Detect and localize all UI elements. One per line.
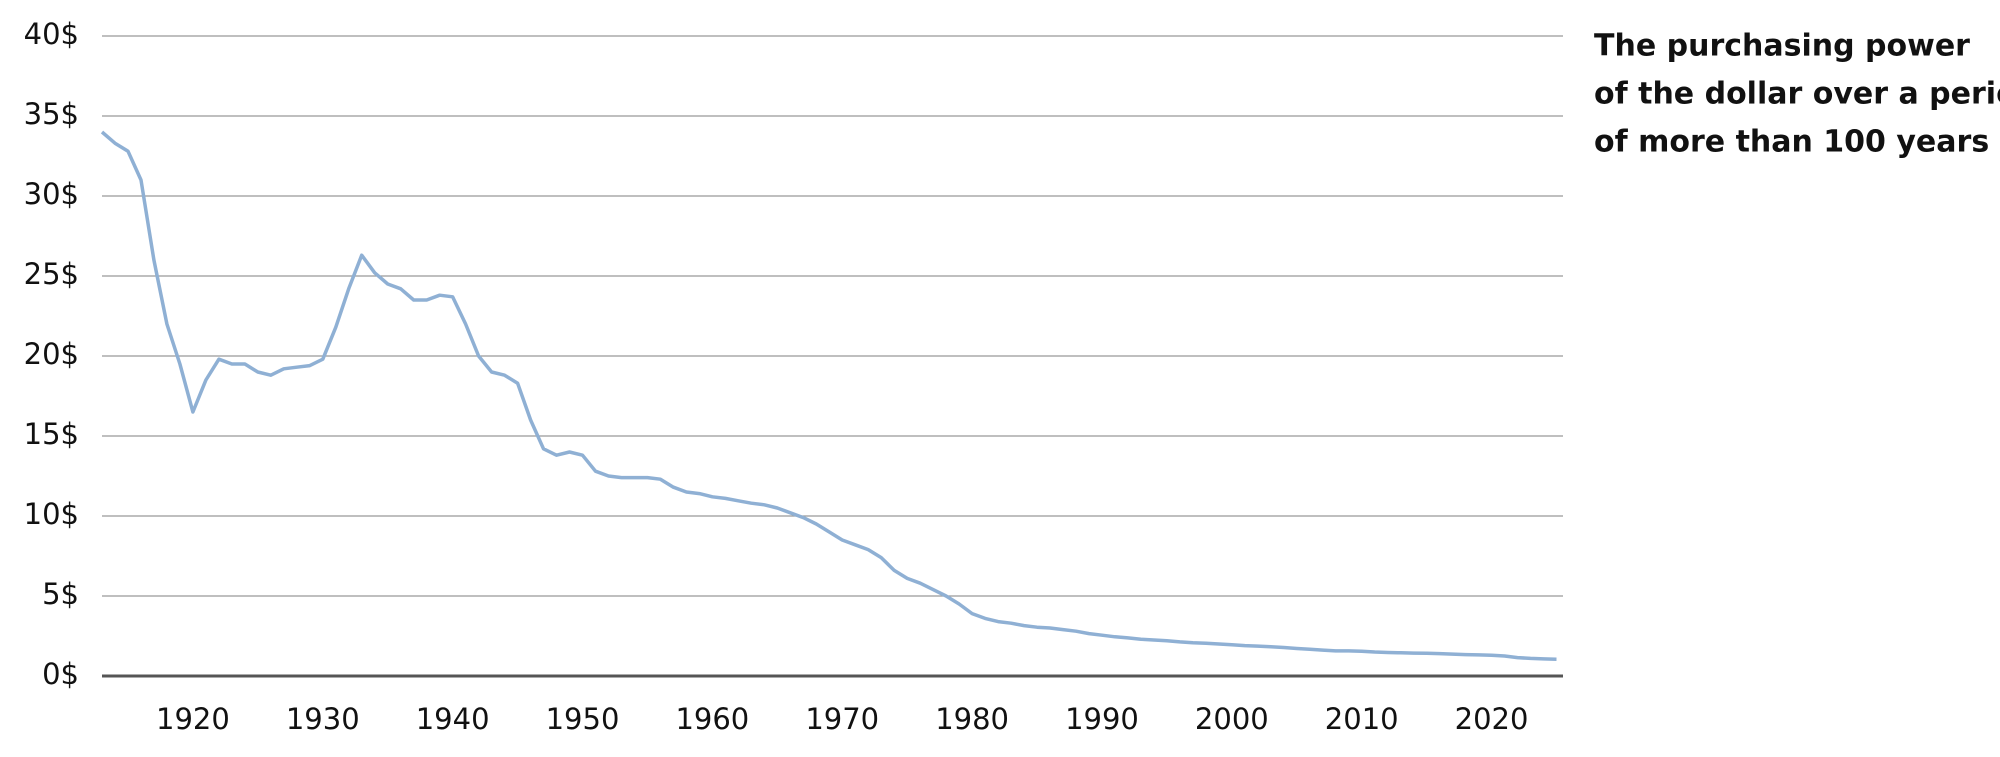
x-tick-label: 1950 [546,702,620,736]
y-tick-label: 25$ [24,257,79,291]
x-tick-label: 1980 [935,702,1009,736]
x-tick-label: 2000 [1195,702,1269,736]
chart-title: The purchasing power [1594,29,1970,64]
chart-title: of more than 100 years [1594,125,1989,160]
chart-title: of the dollar over a period [1594,77,2000,112]
x-tick-label: 1990 [1065,702,1139,736]
x-tick-label: 2010 [1325,702,1399,736]
x-tick-label: 1930 [286,702,360,736]
y-tick-label: 5$ [42,577,79,611]
y-tick-label: 40$ [24,17,79,51]
y-tick-label: 30$ [24,177,79,211]
x-tick-label: 1960 [675,702,749,736]
data-line [100,130,1557,661]
y-tick-label: 35$ [24,97,79,131]
x-tick-label: 2020 [1455,702,1529,736]
x-tick-label: 1940 [416,702,490,736]
x-tick-label: 1920 [156,702,230,736]
y-tick-label: 15$ [24,417,79,451]
y-tick-label: 10$ [24,497,79,531]
y-tick-label: 20$ [24,337,79,371]
y-tick-label: 0$ [42,657,79,691]
x-tick-label: 1970 [805,702,879,736]
